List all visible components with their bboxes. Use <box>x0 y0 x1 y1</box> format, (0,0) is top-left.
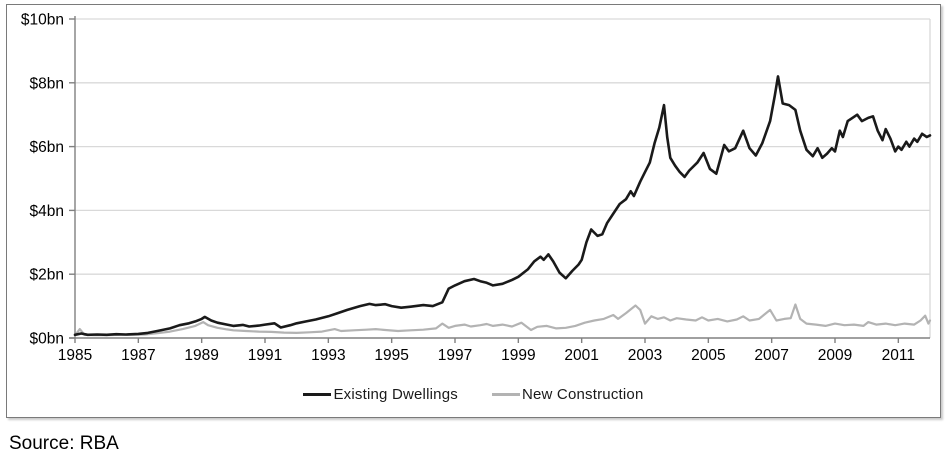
x-tick-label: 2001 <box>564 347 598 364</box>
legend-line-swatch-black <box>303 393 332 396</box>
legend-item-existing-dwellings: Existing Dwellings <box>303 386 458 403</box>
x-tick-label: 2005 <box>691 347 725 364</box>
x-tick-label: 1993 <box>311 347 345 364</box>
legend-item-new-construction: New Construction <box>491 386 644 403</box>
series-line-new-construction <box>73 303 932 337</box>
y-tick-label: $0bn <box>30 331 64 348</box>
legend-label-existing-dwellings: Existing Dwellings <box>333 386 458 403</box>
legend-line-swatch-gray <box>491 393 520 396</box>
x-tick-label: 1991 <box>248 347 282 364</box>
x-tick-label: 1997 <box>438 347 472 364</box>
x-tick-label: 1995 <box>374 347 408 364</box>
y-tick-label: $4bn <box>30 203 64 220</box>
y-tick-label: $10bn <box>21 12 64 29</box>
x-tick-label: 1985 <box>58 347 92 364</box>
source-note: Source: RBA <box>9 433 119 454</box>
y-tick-label: $6bn <box>30 139 64 156</box>
series-line-existing-dwellings <box>73 75 932 337</box>
x-tick-label: 1989 <box>184 347 218 364</box>
chart-figure: $0bn $2bn $4bn $6bn $8bn $10bn 1985 1987 1989 199… <box>6 4 941 418</box>
line-chart: $0bn $2bn $4bn $6bn $8bn $10bn 1985 1987 1989 199… <box>21 12 932 364</box>
y-tick-label: $8bn <box>30 75 64 92</box>
x-tick-label: 1987 <box>121 347 155 364</box>
x-tick-label: 2011 <box>882 347 915 364</box>
legend-label-new-construction: New Construction <box>521 386 644 403</box>
x-tick-label: 2003 <box>628 347 662 364</box>
legend: Existing Dwellings New Construction <box>7 386 940 403</box>
x-tick-label: 2009 <box>818 347 852 364</box>
x-tick-label: 1999 <box>501 347 535 364</box>
y-tick-label: $2bn <box>30 267 64 284</box>
x-tick-label: 2007 <box>754 347 788 364</box>
